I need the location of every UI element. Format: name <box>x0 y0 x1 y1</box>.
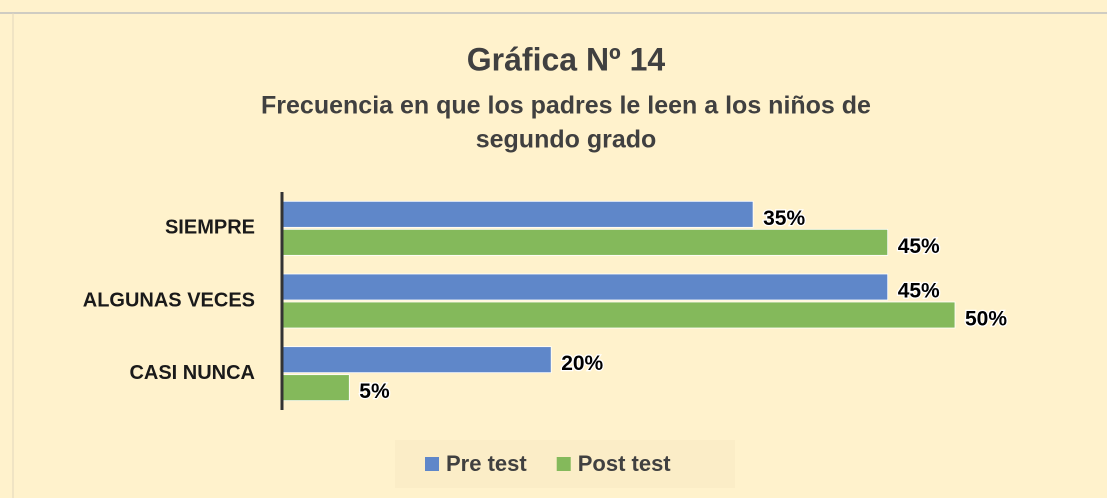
data-label: 50% <box>965 308 1007 331</box>
data-label: 5% <box>359 380 390 403</box>
bar <box>281 301 956 329</box>
bar <box>281 273 889 301</box>
legend-label: Post test <box>578 451 672 476</box>
y-tick-label: SIEMPRE <box>165 217 255 239</box>
data-label: 45% <box>898 235 940 258</box>
chart-subtitle: Frecuencia en que los padres le leen a l… <box>261 92 871 120</box>
y-tick-label: CASI NUNCA <box>129 362 255 384</box>
bar <box>281 374 350 402</box>
data-label: 45% <box>898 280 940 303</box>
legend-swatch <box>425 457 439 471</box>
data-label: 20% <box>561 352 603 375</box>
bar <box>281 346 552 374</box>
legend-swatch <box>556 457 571 471</box>
bar <box>281 228 889 256</box>
chart-title: Gráfica Nº 14 <box>467 41 666 77</box>
data-label: 35% <box>763 207 805 230</box>
chart-subtitle: segundo grado <box>476 126 657 154</box>
legend-label: Pre test <box>446 451 527 476</box>
bar <box>281 200 754 228</box>
y-tick-label: ALGUNAS VECES <box>83 289 255 311</box>
